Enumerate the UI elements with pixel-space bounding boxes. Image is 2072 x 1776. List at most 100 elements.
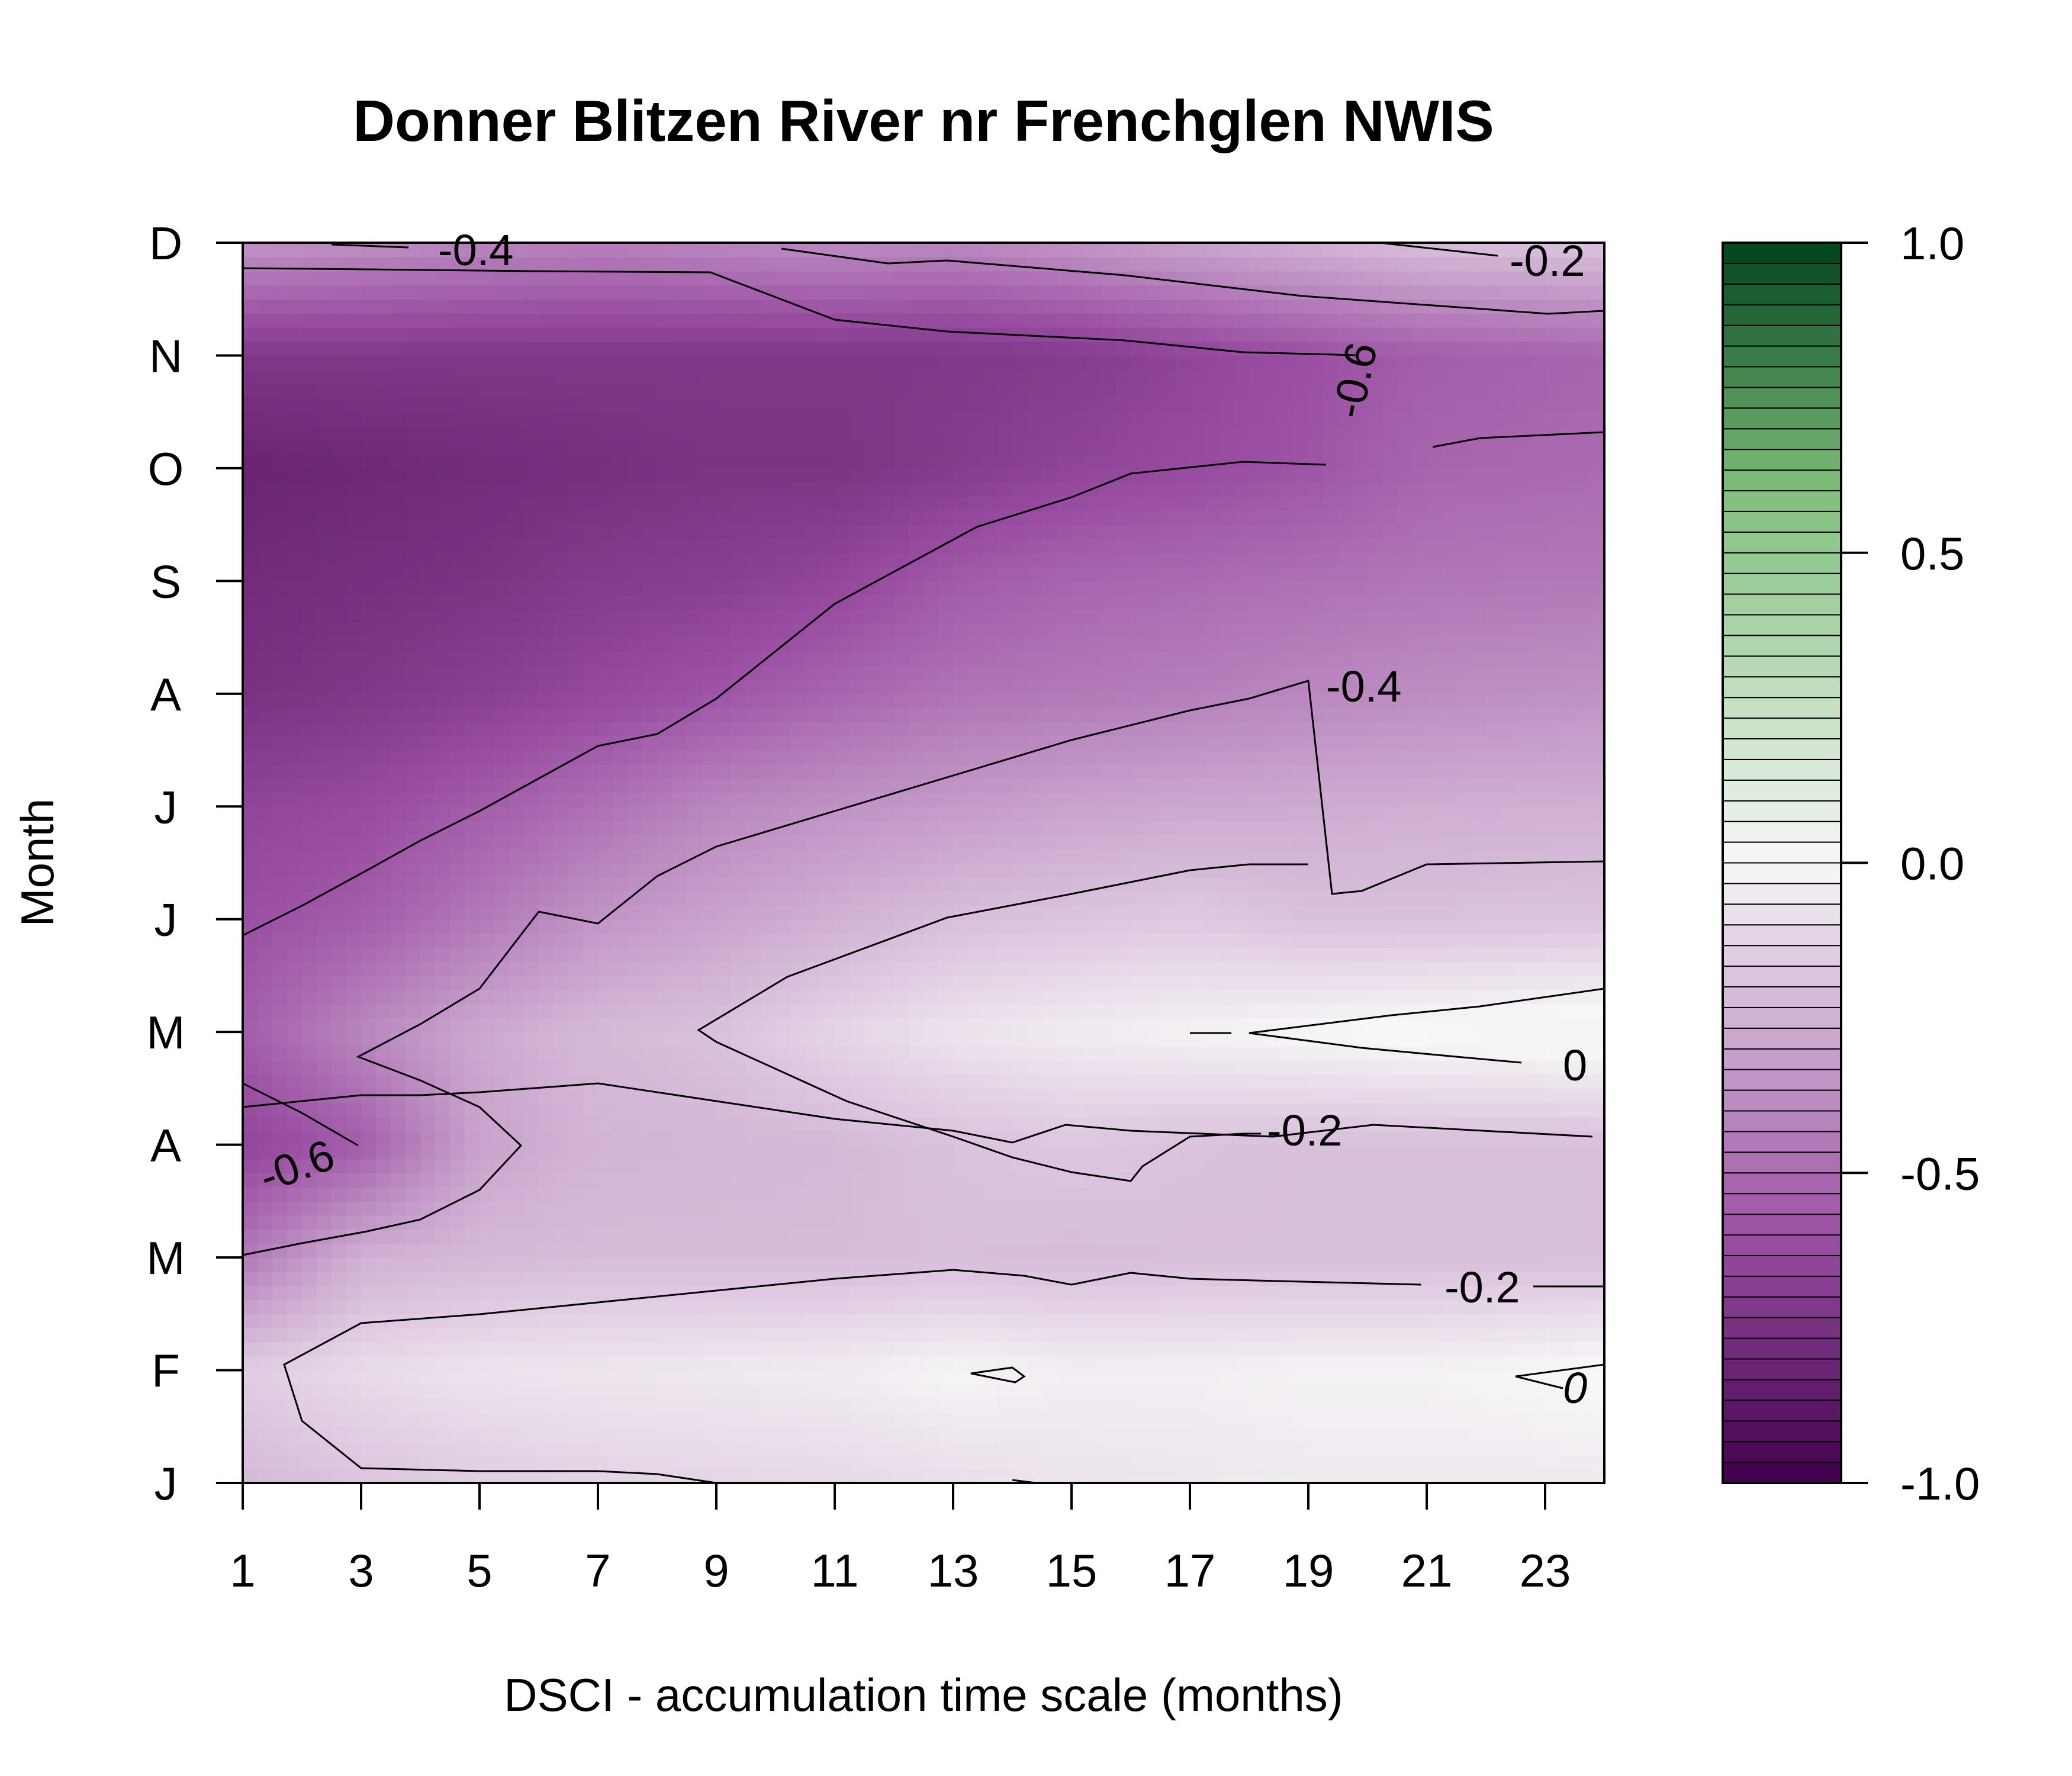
- heatmap-cell: [1205, 806, 1220, 821]
- heatmap-cell: [1116, 1159, 1131, 1173]
- heatmap-cell: [435, 1285, 451, 1301]
- heatmap-cell: [1338, 1356, 1353, 1371]
- heatmap-cell: [820, 976, 835, 990]
- heatmap-cell: [1560, 933, 1575, 948]
- heatmap-cell: [317, 877, 332, 892]
- heatmap-cell: [272, 919, 288, 934]
- heatmap-cell: [716, 961, 732, 976]
- heatmap-cell: [332, 1187, 347, 1202]
- heatmap-cell: [1338, 933, 1353, 948]
- heatmap-cell: [1042, 1003, 1057, 1019]
- heatmap-cell: [391, 806, 406, 821]
- heatmap-cell: [391, 1285, 406, 1301]
- heatmap-cell: [1471, 1243, 1487, 1258]
- heatmap-cell: [805, 1229, 821, 1244]
- heatmap-cell: [1264, 1003, 1279, 1019]
- heatmap-cell: [568, 933, 584, 948]
- heatmap-cell: [1442, 1328, 1457, 1343]
- heatmap-cell: [909, 1003, 924, 1019]
- heatmap-cell: [628, 1413, 643, 1427]
- heatmap-cell: [583, 1257, 599, 1272]
- heatmap-cell: [1146, 778, 1161, 793]
- heatmap-cell: [1205, 1187, 1220, 1202]
- heatmap-cell: [361, 1314, 377, 1328]
- heatmap-cell: [702, 1046, 717, 1061]
- heatmap-cell: [1382, 736, 1398, 751]
- heatmap-cell: [1220, 1018, 1235, 1032]
- heatmap-cell: [1382, 1102, 1398, 1117]
- heatmap-cell: [1486, 1398, 1501, 1413]
- heatmap-cell: [1027, 1032, 1043, 1047]
- heatmap-cell: [1323, 806, 1339, 821]
- heatmap-cell: [1530, 1469, 1546, 1483]
- heatmap-cell: [968, 877, 983, 892]
- heatmap-cell: [613, 1426, 628, 1442]
- heatmap-cell: [716, 1257, 732, 1272]
- heatmap-cell: [583, 821, 599, 835]
- heatmap-cell: [494, 1398, 510, 1413]
- heatmap-cell: [1101, 1159, 1117, 1173]
- heatmap-cell: [1294, 1173, 1309, 1188]
- heatmap-cell: [613, 1003, 628, 1019]
- heatmap-cell: [1116, 834, 1131, 850]
- heatmap-cell: [953, 976, 969, 990]
- heatmap-cell: [243, 1243, 258, 1258]
- heatmap-cell: [317, 848, 332, 864]
- heatmap-cell: [642, 806, 658, 821]
- heatmap-cell: [1486, 1102, 1501, 1117]
- heatmap-cell: [1516, 1117, 1531, 1131]
- heatmap-cell: [361, 1187, 377, 1202]
- heatmap-cell: [1072, 1341, 1087, 1357]
- heatmap-cell: [790, 1159, 806, 1173]
- heatmap-cell: [1249, 1398, 1265, 1413]
- heatmap-cell: [1486, 919, 1501, 934]
- heatmap-cell: [642, 1370, 658, 1385]
- heatmap-cell: [1412, 736, 1427, 751]
- heatmap-cell: [361, 961, 377, 976]
- heatmap-cell: [1160, 848, 1176, 864]
- heatmap-cell: [1027, 778, 1043, 793]
- heatmap-cell: [1220, 1173, 1235, 1188]
- heatmap-cell: [1456, 1074, 1472, 1089]
- heatmap-cell: [1160, 1173, 1176, 1188]
- heatmap-cell: [716, 1229, 732, 1244]
- heatmap-cell: [465, 707, 480, 723]
- heatmap-cell: [1294, 834, 1309, 850]
- heatmap-cell: [761, 722, 776, 736]
- heatmap-cell: [924, 1173, 939, 1188]
- heatmap-cell: [968, 1088, 983, 1103]
- heatmap-cell: [628, 1032, 643, 1047]
- heatmap-cell: [361, 1018, 377, 1032]
- heatmap-cell: [465, 877, 480, 892]
- heatmap-cell: [598, 891, 613, 906]
- heatmap-cell: [480, 1440, 495, 1456]
- heatmap-cell: [850, 1356, 865, 1371]
- heatmap-cell: [494, 848, 510, 864]
- heatmap-cell: [1057, 989, 1072, 1005]
- heatmap-cell: [465, 750, 480, 765]
- heatmap-cell: [672, 1215, 687, 1230]
- heatmap-cell: [1131, 1144, 1146, 1160]
- heatmap-cell: [1072, 722, 1087, 736]
- heatmap-cell: [924, 1328, 939, 1343]
- heatmap-cell: [894, 1341, 909, 1357]
- heatmap-cell: [1131, 961, 1146, 976]
- heatmap-cell: [1471, 1074, 1487, 1089]
- heatmap-cell: [1101, 976, 1117, 990]
- heatmap-cell: [1353, 750, 1368, 765]
- heatmap-cell: [731, 947, 747, 962]
- heatmap-cell: [1471, 1328, 1487, 1343]
- heatmap-cell: [1471, 976, 1487, 990]
- heatmap-cell: [657, 1046, 673, 1061]
- heatmap-cell: [1101, 1003, 1117, 1019]
- heatmap-cell: [776, 1003, 791, 1019]
- heatmap-cell: [509, 1341, 525, 1357]
- heatmap-cell: [1116, 1243, 1131, 1258]
- heatmap-cell: [968, 1341, 983, 1357]
- heatmap-cell: [1382, 806, 1398, 821]
- heatmap-cell: [1338, 1469, 1353, 1483]
- heatmap-cell: [480, 1144, 495, 1160]
- heatmap-cell: [1116, 1187, 1131, 1202]
- heatmap-cell: [1220, 1440, 1235, 1456]
- heatmap-cell: [687, 1384, 702, 1399]
